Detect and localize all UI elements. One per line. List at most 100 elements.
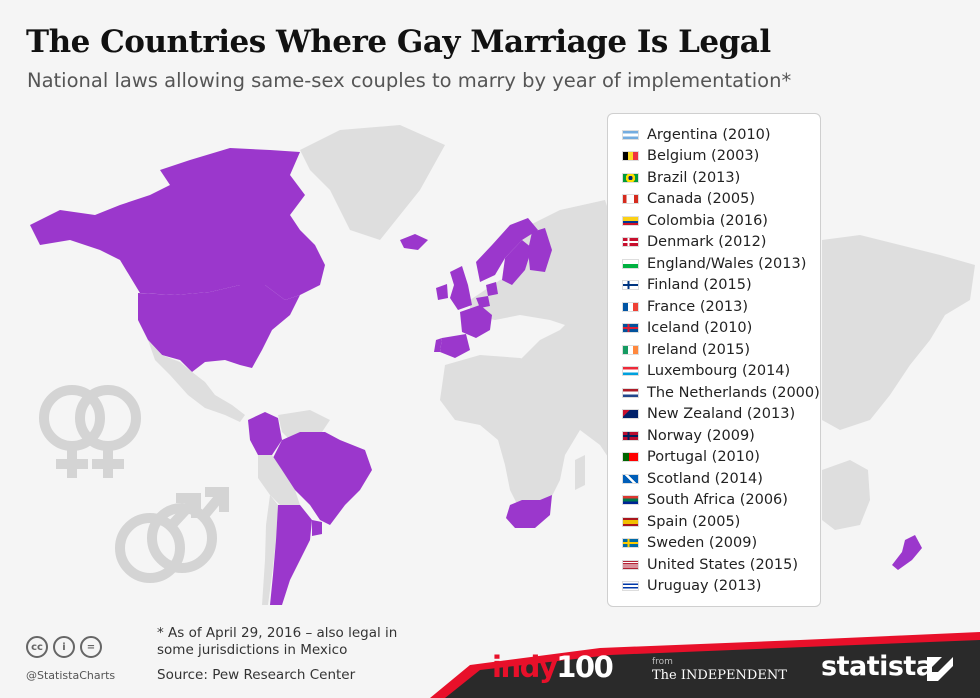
region-iceland [400,234,428,250]
legend-item: Luxembourg (2014) [622,361,820,383]
legend-label: Portugal (2010) [647,449,760,466]
social-handle: @StatistaCharts [26,669,116,682]
region-madagascar [575,455,585,490]
independent-logo: The INDEPENDENT [652,668,787,683]
legend-item: France (2013) [622,296,820,318]
page-subtitle: National laws allowing same-sex couples … [27,69,792,92]
legend-item: Portugal (2010) [622,447,820,469]
region-mexico [148,340,245,422]
flag-ireland-icon [622,344,639,355]
flag-spain-icon [622,516,639,527]
legend-label: New Zealand (2013) [647,406,796,423]
indy100-logo-b: 100 [556,650,614,684]
region-france [460,305,492,338]
region-norway [476,218,538,282]
legend-label: Finland (2015) [647,277,752,294]
legend-item: United States (2015) [622,554,820,576]
flag-denmark-icon [622,237,639,248]
legend-label: Luxembourg (2014) [647,363,791,380]
legend-label: Spain (2005) [647,513,741,530]
legend-label: United States (2015) [647,556,799,573]
region-canada [30,148,325,300]
male-symbols-icon [115,487,229,583]
legend-label: Scotland (2014) [647,470,763,487]
legend-label: Denmark (2012) [647,234,767,251]
legend-label: Belgium (2003) [647,148,760,165]
statista-logo-icon [927,657,953,681]
flag-portugal-icon [622,452,639,463]
region-peru [258,455,300,510]
region-portugal [434,338,442,352]
legend-item: Belgium (2003) [622,146,820,168]
region-south-africa [506,495,552,528]
flag-wales-icon [622,258,639,269]
flag-iceland-icon [622,323,639,334]
legend-label: England/Wales (2013) [647,255,807,272]
region-colombia [248,412,282,455]
region-united-states [138,285,300,372]
legend-item: Norway (2009) [622,425,820,447]
from-label: from [652,657,673,667]
legend-item: Ireland (2015) [622,339,820,361]
region-netherlands [476,296,490,308]
legend-label: The Netherlands (2000) [647,384,820,401]
legend-item: Brazil (2013) [622,167,820,189]
indy100-logo: indy100 [492,650,614,684]
legend-item: Finland (2015) [622,275,820,297]
region-argentina [270,505,312,605]
region-sweden [502,240,532,285]
legend-label: Brazil (2013) [647,169,741,186]
flag-uruguay-icon [622,581,639,592]
region-ireland [436,284,448,300]
legend-item: Iceland (2010) [622,318,820,340]
source-note: Source: Pew Research Center [157,667,356,683]
region-uruguay [312,520,322,536]
region-spain [440,334,470,358]
flag-scotland-icon [622,473,639,484]
legend-label: Colombia (2016) [647,212,768,229]
legend-item: Uruguay (2013) [622,576,820,598]
region-chile [262,495,278,605]
region-africa [440,355,585,510]
legend-item: Colombia (2016) [622,210,820,232]
region-australia [822,460,870,530]
nd-icon: = [80,636,102,658]
page-title: The Countries Where Gay Marriage Is Lega… [26,24,771,60]
legend-label: South Africa (2006) [647,492,788,509]
legend-item: Canada (2005) [622,189,820,211]
female-symbols-icon [39,385,141,478]
flag-canada-icon [622,194,639,205]
legend-item: Sweden (2009) [622,533,820,555]
flag-united-states-icon [622,559,639,570]
footnote: * As of April 29, 2016 – also legal in s… [157,625,398,658]
flag-luxembourg-icon [622,366,639,377]
flag-france-icon [622,301,639,312]
legend: Argentina (2010) Belgium (2003) Brazil (20… [607,113,821,607]
legend-item: Spain (2005) [622,511,820,533]
flag-colombia-icon [622,215,639,226]
legend-label: Sweden (2009) [647,535,758,552]
region-greenland [300,125,445,240]
indy100-logo-a: indy [492,650,558,684]
legend-item: New Zealand (2013) [622,404,820,426]
legend-label: Norway (2009) [647,427,755,444]
legend-item: Scotland (2014) [622,468,820,490]
legend-item: Denmark (2012) [622,232,820,254]
flag-netherlands-icon [622,387,639,398]
legend-item: Argentina (2010) [622,124,820,146]
legend-label: Iceland (2010) [647,320,753,337]
flag-south-africa-icon [622,495,639,506]
region-new-zealand [892,535,922,570]
flag-norway-icon [622,430,639,441]
flag-new-zealand-icon [622,409,639,420]
legend-item: The Netherlands (2000) [622,382,820,404]
legend-label: Ireland (2015) [647,341,750,358]
flag-belgium-icon [622,151,639,162]
statista-logo: statista [821,651,934,682]
legend-label: France (2013) [647,298,749,315]
flag-brazil-icon [622,172,639,183]
by-icon: i [53,636,75,658]
flag-finland-icon [622,280,639,291]
legend-label: Uruguay (2013) [647,578,762,595]
